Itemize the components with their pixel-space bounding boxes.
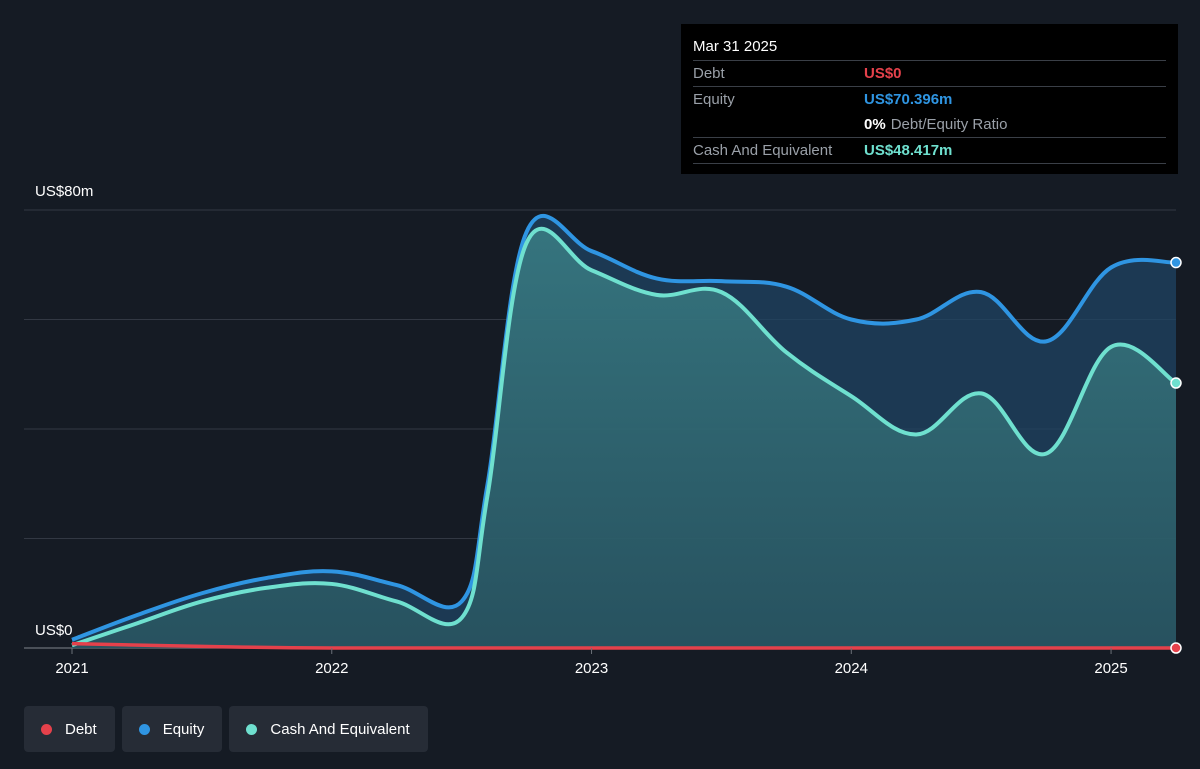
tooltip-row-ratio: 0% Debt/Equity Ratio <box>693 112 1166 137</box>
cash-line <box>71 226 1178 648</box>
legend-item-cash[interactable]: Cash And Equivalent <box>229 706 428 752</box>
y-axis-max-label: US$80m <box>35 183 94 200</box>
tooltip-cash-value: US$48.417m <box>864 142 953 159</box>
tooltip-equity-value: US$70.396m <box>864 91 953 108</box>
cash-area <box>72 228 1176 648</box>
tooltip-debt-label: Debt <box>693 65 725 82</box>
legend-label-equity: Equity <box>162 720 205 738</box>
legend-label-cash: Cash And Equivalent <box>270 720 410 738</box>
tooltip-debt-value: US$0 <box>864 65 902 82</box>
tooltip-row-debt: Debt US$0 <box>693 60 1166 86</box>
cash-end-marker <box>1170 377 1182 389</box>
series-end-markers <box>1170 256 1182 654</box>
data-tooltip: Mar 31 2025 Debt US$0 Equity US$70.396m … <box>681 24 1178 174</box>
x-tick-label: 2021 <box>55 660 88 677</box>
tooltip-row-equity: Equity US$70.396m <box>693 86 1166 112</box>
debt-end-marker <box>1170 642 1182 654</box>
x-tick-label: 2022 <box>315 660 348 677</box>
legend-dot-debt <box>41 723 52 735</box>
x-tick-label: 2025 <box>1094 660 1127 677</box>
legend-dot-cash <box>246 723 258 735</box>
legend-item-equity[interactable]: Equity <box>121 706 223 752</box>
tooltip-row-cash: Cash And Equivalent US$48.417m <box>693 137 1166 164</box>
y-axis-min-label: US$0 <box>35 622 73 639</box>
tooltip-cash-label: Cash And Equivalent <box>693 142 833 159</box>
x-tick-label: 2024 <box>835 660 868 677</box>
equity-line <box>71 214 1177 642</box>
tooltip-ratio-label: Debt/Equity Ratio <box>890 116 1008 133</box>
tooltip-date: Mar 31 2025 <box>693 38 778 55</box>
x-tick-label: 2023 <box>575 660 608 677</box>
x-axis-ticks: 2021 2022 2023 2024 2025 <box>55 648 1128 677</box>
equity-end-marker <box>1170 256 1182 269</box>
legend-item-debt[interactable]: Debt <box>24 706 115 752</box>
chart-legend: Debt Equity Cash And Equivalent <box>24 706 428 752</box>
legend-label-debt: Debt <box>65 720 97 738</box>
tooltip-ratio-value: 0% <box>864 116 886 133</box>
legend-dot-equity <box>138 723 150 735</box>
tooltip-equity-label: Equity <box>693 91 735 108</box>
